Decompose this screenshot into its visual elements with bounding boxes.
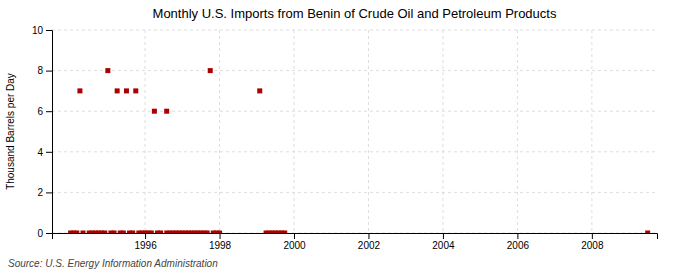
y-tick-mark	[46, 233, 52, 234]
x-tick-mark	[294, 233, 295, 239]
x-tick-mark	[592, 233, 593, 239]
point	[124, 88, 129, 93]
point	[158, 231, 163, 234]
grid-line-y	[52, 111, 657, 112]
point	[105, 68, 110, 73]
x-tick-mark	[368, 233, 369, 239]
y-tick-label: 4	[37, 147, 43, 158]
annotation: Source: U.S. Energy Information Administ…	[8, 258, 218, 269]
point	[130, 231, 135, 234]
x-axis: 1996 1998 2000 2002 2004 2006 2008	[53, 233, 658, 251]
grid-line-x	[145, 30, 146, 233]
grid-line-y	[52, 30, 657, 31]
x-axis-line	[53, 234, 658, 240]
y-tick-mark	[46, 152, 52, 153]
x-tick: 2008	[581, 233, 604, 251]
x-tick-mark	[517, 233, 518, 239]
point	[208, 68, 213, 73]
grid	[52, 30, 657, 233]
y-tick: 10	[32, 25, 52, 36]
points	[68, 68, 650, 233]
point	[152, 109, 157, 114]
point	[205, 231, 210, 234]
x-tick-mark	[443, 233, 444, 239]
title: Monthly U.S. Imports from Benin of Crude…	[153, 6, 557, 21]
grid-line-x	[294, 30, 295, 233]
grid-line-x	[517, 30, 518, 233]
y-tick-label: 2	[37, 187, 43, 198]
point	[115, 88, 120, 93]
y-tick-label: 6	[37, 106, 43, 117]
point	[645, 231, 650, 234]
point	[121, 231, 126, 234]
y-tick-mark	[46, 30, 52, 31]
y-tick: 8	[37, 65, 52, 76]
x-tick-label: 1996	[134, 240, 157, 251]
chart: 1996 1998 2000 2002 2004 2006 2008 0 2 4 6 8 10 Month…	[0, 0, 675, 275]
point	[282, 231, 287, 234]
x-tick: 1996	[134, 233, 157, 251]
grid-line-x	[442, 30, 443, 233]
point	[74, 231, 79, 234]
grid-line-x	[368, 30, 369, 233]
point	[112, 231, 117, 234]
plot-area: 1996 1998 2000 2002 2004 2006 2008 0 2 4 6 8 10	[32, 25, 658, 251]
x-tick-label: 1998	[209, 240, 232, 251]
x-tick: 2006	[507, 233, 530, 251]
y-tick-mark	[46, 192, 52, 193]
x-tick-label: 2004	[432, 240, 455, 251]
point	[164, 109, 169, 114]
y-axis-title: Thousand Barrels per Day	[5, 73, 16, 190]
x-tick: 2002	[358, 233, 381, 251]
x-tick: 2000	[283, 233, 306, 251]
point	[257, 88, 262, 93]
grid-line-y	[52, 151, 657, 152]
grid-line-y	[52, 70, 657, 71]
grid-line-x	[219, 30, 220, 233]
point	[102, 231, 107, 234]
x-tick: 2004	[432, 233, 455, 251]
point	[81, 231, 86, 234]
x-tick-label: 2008	[581, 240, 604, 251]
y-axis: 0 2 4 6 8 10	[32, 25, 53, 239]
x-tick-label: 2000	[283, 240, 306, 251]
x-tick-label: 2002	[358, 240, 381, 251]
y-tick: 4	[37, 147, 52, 158]
x-tick-mark	[145, 233, 146, 239]
grid-line-y	[52, 192, 657, 193]
y-axis-line	[46, 31, 53, 234]
y-tick-label: 8	[37, 65, 43, 76]
point	[149, 231, 154, 234]
y-tick: 6	[37, 106, 52, 117]
y-tick-mark	[46, 111, 52, 112]
y-tick-mark	[46, 71, 52, 72]
x-tick-label: 2006	[507, 240, 530, 251]
point	[77, 88, 82, 93]
point	[133, 88, 138, 93]
y-tick: 2	[37, 187, 52, 198]
y-tick-label: 0	[37, 228, 43, 239]
x-tick: 1998	[209, 233, 232, 251]
x-tick-mark	[220, 233, 221, 239]
point	[217, 231, 222, 234]
grid-line-x	[591, 30, 592, 233]
y-tick-label: 10	[32, 25, 44, 36]
y-tick: 0	[37, 228, 52, 239]
